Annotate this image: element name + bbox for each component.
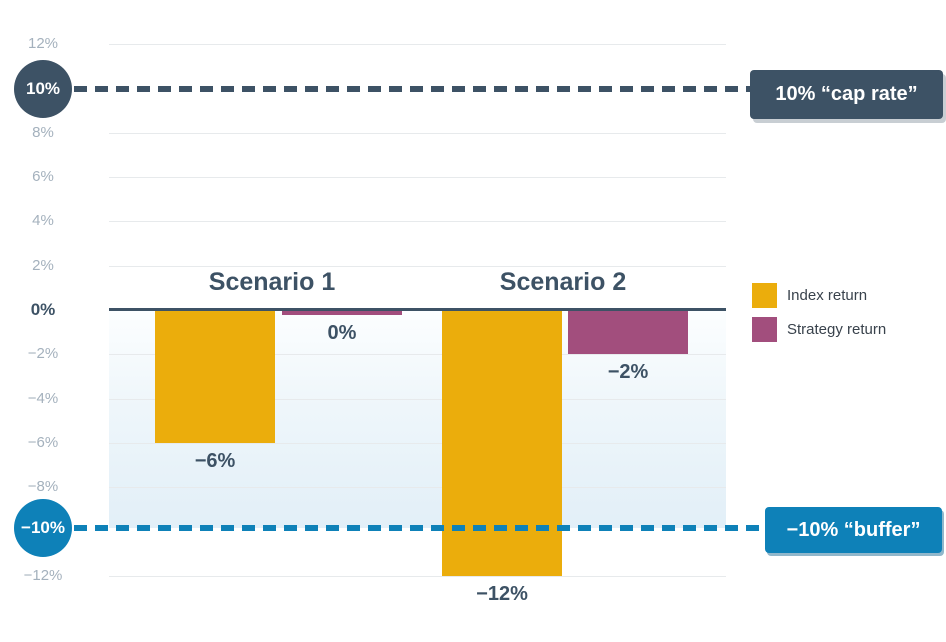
buffer-badge: −10% <box>14 499 72 557</box>
gridline <box>109 44 726 45</box>
y-axis-tick-label: −4% <box>27 390 59 407</box>
bar-index-return-scenario-2 <box>442 310 562 576</box>
scenario-2-title: Scenario 2 <box>499 268 627 296</box>
index-return-swatch <box>752 283 777 308</box>
legend-item-index-return: Index return <box>752 283 867 308</box>
scenario-1-title: Scenario 1 <box>208 268 336 296</box>
y-axis-tick-label: 4% <box>32 212 54 229</box>
gridline <box>109 354 726 355</box>
bar-strategy-return-scenario-1 <box>282 310 402 315</box>
gridline <box>109 266 726 267</box>
gridline <box>109 133 726 134</box>
gridline <box>109 576 726 577</box>
gridline <box>109 443 726 444</box>
bar-index-return-scenario-1 <box>155 310 275 443</box>
y-axis-tick-label: 2% <box>32 257 54 274</box>
y-axis-tick-label: −12% <box>23 567 63 584</box>
y-axis-tick-label: 6% <box>32 168 54 185</box>
strategy-return-swatch <box>752 317 777 342</box>
gridline <box>109 487 726 488</box>
gridline <box>109 177 726 178</box>
gridline <box>109 399 726 400</box>
zero-axis-line <box>109 308 726 311</box>
bar-strategy-return-scenario-2 <box>568 310 688 354</box>
legend-label: Index return <box>787 287 868 304</box>
y-axis-tick-label: −6% <box>27 434 59 451</box>
legend-item-strategy-return: Strategy return <box>752 317 886 342</box>
bar-value-label: −6% <box>194 450 236 472</box>
bar-value-label: −12% <box>476 583 528 605</box>
cap-rate-badge: 10% <box>14 60 72 118</box>
cap-rate-callout: 10% “cap rate” <box>750 70 943 119</box>
y-axis-tick-label: 12% <box>27 35 59 52</box>
bar-value-label: 0% <box>327 322 357 344</box>
y-axis-tick-label: 8% <box>32 124 54 141</box>
y-axis-tick-label: −2% <box>27 345 59 362</box>
bar-value-label: −2% <box>607 361 649 383</box>
cap-rate-dashed-line <box>74 86 750 92</box>
gridline <box>109 221 726 222</box>
y-axis-tick-label: 0% <box>30 300 56 319</box>
legend-label: Strategy return <box>787 321 887 338</box>
y-axis-tick-label: −8% <box>27 478 59 495</box>
buffer-callout: −10% “buffer” <box>765 507 942 553</box>
buffer-dashed-line <box>74 525 765 531</box>
